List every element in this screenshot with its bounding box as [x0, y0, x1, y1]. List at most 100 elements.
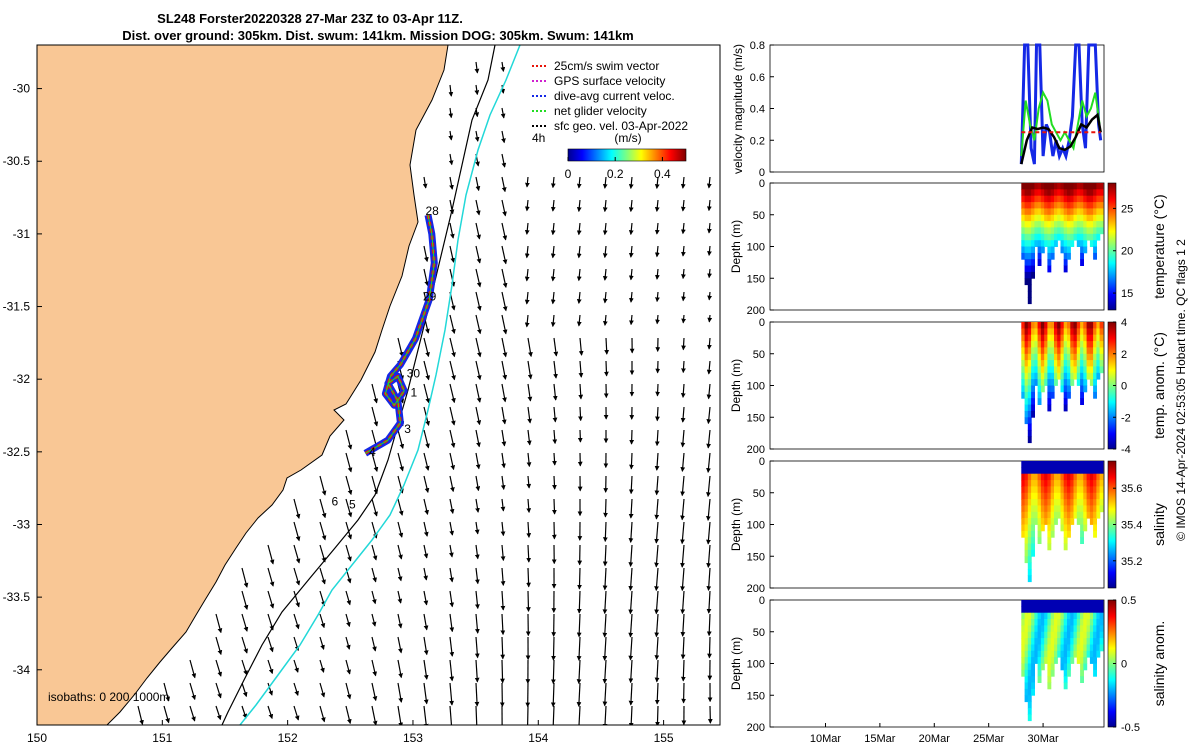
section-cell [1089, 334, 1094, 342]
section-cell [1050, 625, 1055, 633]
section-cell [1057, 461, 1062, 468]
section-cell [1047, 233, 1052, 241]
section-cell [1086, 638, 1091, 645]
section-cell [1086, 625, 1091, 633]
velocity-ytick-label: 0.8 [750, 40, 765, 52]
section-cell [1093, 480, 1097, 487]
current-vector [449, 636, 455, 657]
section-cell [1027, 505, 1032, 513]
section-cell [1021, 505, 1026, 513]
current-vector [500, 613, 506, 636]
section-cell [1034, 518, 1039, 525]
section-cell [1063, 372, 1068, 380]
section-cell [1060, 638, 1065, 645]
section-cell [1034, 473, 1039, 481]
current-vector [526, 521, 532, 538]
current-vector [707, 268, 712, 279]
section-cell [1037, 486, 1042, 494]
section-cell [1093, 638, 1097, 645]
map-panel: -30-30.5-31-31.5-32-32.5-33-33.5-34 150 1… [3, 44, 721, 745]
section-cell [1099, 366, 1104, 374]
section-cell [1060, 227, 1065, 235]
section-cell [1083, 189, 1088, 197]
section-cell [1080, 638, 1084, 645]
section-cell [1027, 417, 1032, 425]
current-vector [423, 452, 430, 471]
section-cell [1044, 631, 1049, 639]
section-cell [1086, 328, 1091, 336]
current-vector [527, 337, 533, 358]
section-cell [1050, 322, 1055, 329]
current-vector [267, 613, 275, 631]
section-cell [1093, 189, 1097, 197]
current-vector [423, 383, 431, 404]
section-cell [1027, 259, 1032, 266]
current-vector [449, 521, 455, 536]
current-vector [189, 659, 197, 679]
section-cell [1057, 480, 1062, 487]
section-cell [1021, 379, 1026, 386]
section-cell [1037, 252, 1042, 260]
section-cell [1040, 612, 1045, 620]
section-cell [1086, 372, 1091, 380]
section-cell [1073, 625, 1078, 633]
current-vector [423, 567, 428, 581]
current-vector [706, 406, 712, 425]
section-cell [1024, 537, 1029, 544]
section-cell [1073, 606, 1078, 614]
section-cell [1073, 644, 1078, 652]
section-cell [1057, 467, 1062, 475]
section-cell [1021, 625, 1026, 633]
section-cell [1080, 322, 1084, 329]
section-cell [1024, 657, 1029, 664]
section-cell [1080, 372, 1084, 380]
section-cell [1099, 214, 1104, 222]
current-vector [706, 613, 712, 637]
section-cell [1057, 511, 1062, 519]
section-cell [1024, 676, 1029, 683]
section-cell [1057, 347, 1062, 355]
section-cell [1024, 379, 1029, 386]
section-cell [1024, 334, 1029, 342]
section-cell [1083, 625, 1088, 633]
section-cell [1054, 347, 1058, 355]
section-cell [1027, 676, 1032, 683]
section-cell [1044, 214, 1049, 222]
section-cell [1044, 379, 1049, 386]
section-cell [1054, 473, 1058, 481]
current-vector [654, 176, 660, 190]
current-vector [449, 613, 455, 633]
section-cell [1083, 480, 1088, 487]
map-frame [36, 44, 721, 726]
section-cell [1021, 486, 1026, 494]
section-cell [1024, 214, 1029, 222]
current-vector [423, 521, 429, 537]
section-cell [1086, 227, 1091, 235]
section-cell [1060, 663, 1065, 671]
current-arrow-field [137, 61, 713, 725]
current-vector [552, 383, 558, 401]
section-cell [1040, 183, 1045, 190]
current-vector [706, 544, 711, 568]
section-cell [1040, 240, 1045, 247]
current-vector [500, 475, 506, 491]
section-cell [1047, 372, 1052, 380]
current-vector [293, 544, 301, 564]
section-cell [1024, 625, 1029, 633]
section-cell [1021, 372, 1026, 380]
section-cell [1040, 663, 1045, 671]
section-cell [1099, 322, 1104, 329]
section-cell [1034, 328, 1039, 336]
current-vector [345, 521, 353, 540]
section-cell [1096, 214, 1101, 222]
section-cell [1083, 221, 1088, 228]
current-vector [654, 544, 659, 568]
section-cell [1067, 492, 1071, 500]
section-cell [1076, 379, 1081, 386]
section-cell [1034, 227, 1039, 235]
section-cell [1060, 360, 1065, 367]
section-cell [1083, 233, 1088, 241]
section-cell [1040, 360, 1045, 367]
current-vector [501, 406, 507, 425]
